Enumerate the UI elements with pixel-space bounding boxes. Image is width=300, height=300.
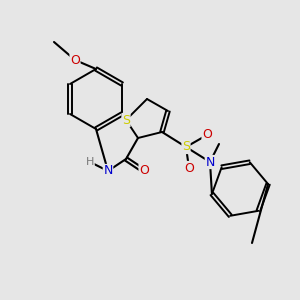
Text: O: O	[202, 128, 212, 142]
Text: N: N	[205, 155, 215, 169]
Text: O: O	[139, 164, 149, 178]
Text: N: N	[103, 164, 113, 178]
Text: O: O	[184, 161, 194, 175]
Text: S: S	[182, 140, 190, 154]
Text: H: H	[86, 157, 94, 167]
Text: O: O	[70, 53, 80, 67]
Text: S: S	[122, 113, 130, 127]
